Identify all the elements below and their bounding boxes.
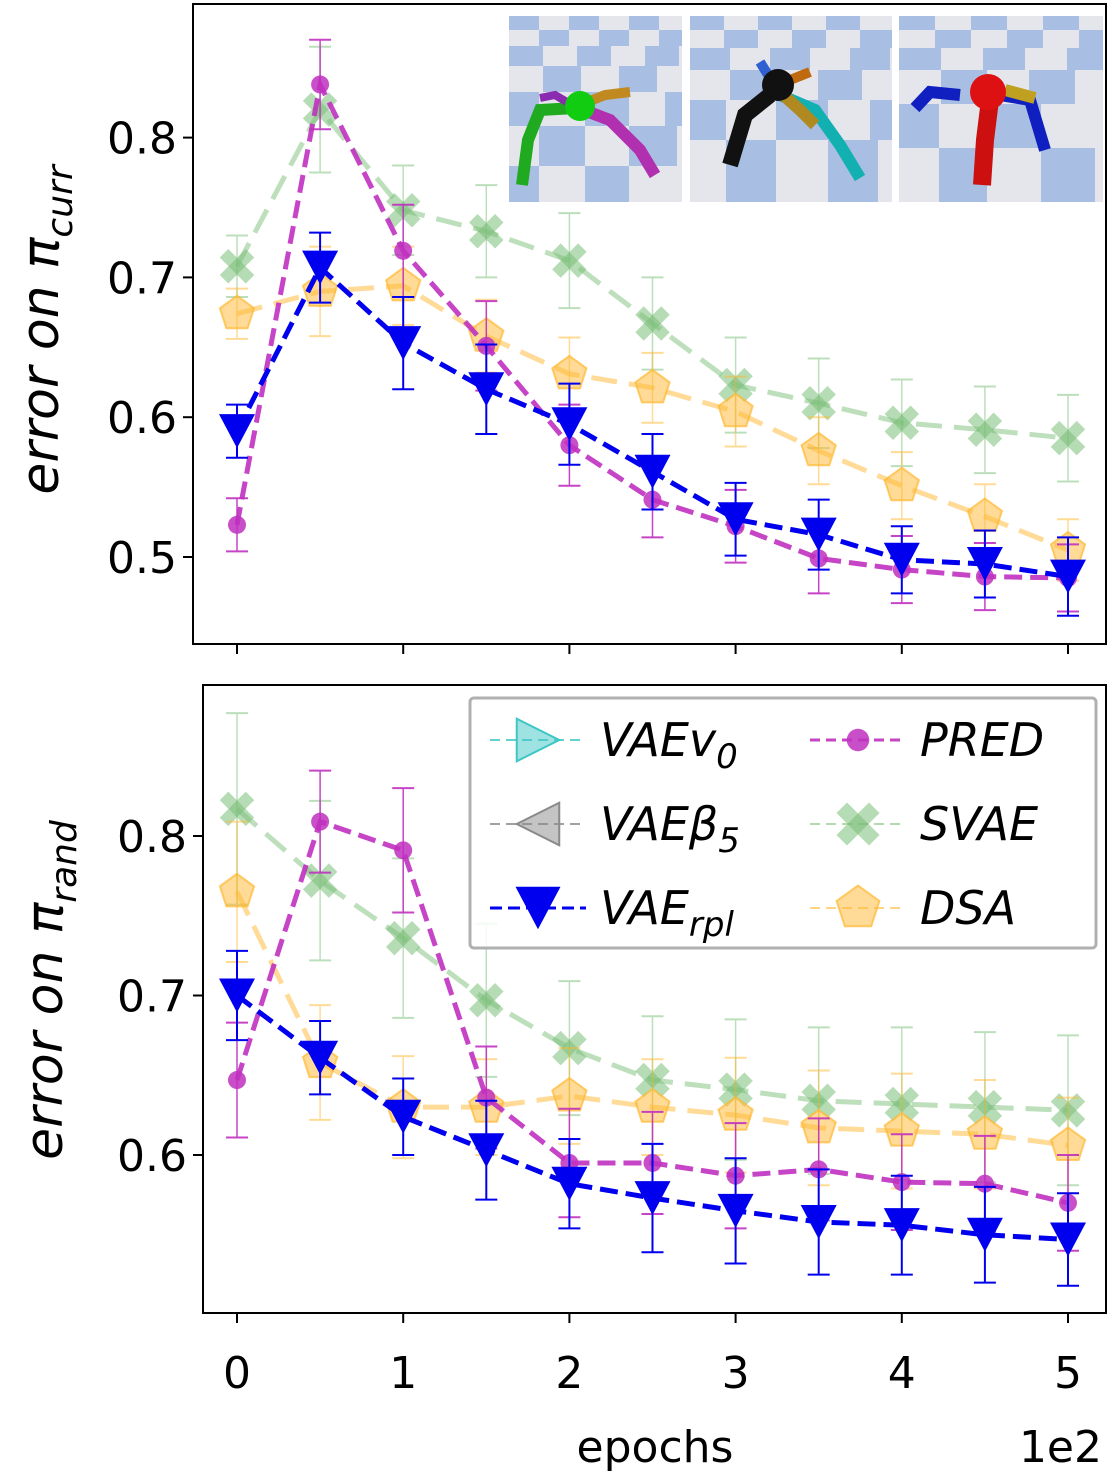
legend-marker-v0 <box>515 717 562 763</box>
data-point-rpl <box>966 1217 1003 1252</box>
data-point-rpl <box>1050 559 1086 594</box>
data-point-dsa <box>800 431 837 467</box>
legend-label-v0: VAEv0 <box>600 713 738 777</box>
data-point-rpl <box>551 1166 588 1201</box>
y-tick-label: 0.7 <box>107 253 177 304</box>
data-point-pred <box>228 1071 246 1090</box>
data-point-rpl <box>800 517 837 552</box>
data-point-rpl <box>385 326 422 361</box>
x-tick-label: 1 <box>389 1348 417 1399</box>
data-point-dsa <box>218 294 256 330</box>
data-point-dsa <box>218 872 256 908</box>
data-point-rpl <box>966 546 1003 581</box>
legend-marker-b5 <box>514 801 561 847</box>
ant-robot-view-3 <box>899 16 1103 202</box>
y-tick-label: 0.8 <box>117 812 187 863</box>
x-axis-offset-text: 1e2 <box>1019 1422 1102 1473</box>
x-tick-label: 4 <box>888 1348 916 1399</box>
x-ticks-bottom: 0 1 2 3 4 5 <box>223 1313 1082 1399</box>
data-point-svae <box>385 920 421 956</box>
legend-marker-svae <box>836 802 880 846</box>
data-point-rpl <box>883 542 920 577</box>
data-point-rpl <box>551 407 588 442</box>
x-tick-label: 0 <box>223 1348 251 1399</box>
data-point-dsa <box>717 392 754 428</box>
data-point-pred <box>394 241 413 260</box>
data-point-rpl <box>219 414 255 449</box>
y-tick-label: 0.5 <box>107 533 177 584</box>
legend-label-pred: PRED <box>920 713 1044 767</box>
data-point-svae <box>635 306 670 341</box>
legend-entry-pred: PRED <box>810 713 1044 767</box>
data-point-svae <box>552 243 587 278</box>
y-ticks-bottom: 0.6 0.7 0.8 <box>117 812 203 1182</box>
series-top <box>218 38 1087 617</box>
data-point-rpl <box>468 372 505 407</box>
data-point-rpl <box>219 978 255 1013</box>
legend: VAEv0 VAEβ5 VAErpl PRED SVAE DSA <box>468 696 1098 950</box>
legend-label-svae: SVAE <box>920 797 1038 851</box>
y-tick-label: 0.6 <box>117 1131 187 1182</box>
series-rpl <box>219 231 1086 617</box>
data-point-rpl <box>302 1040 339 1075</box>
legend-label-b5: VAEβ5 <box>600 797 740 861</box>
data-point-pred <box>477 1088 496 1107</box>
panel-top: 0.5 0.6 0.7 0.8 <box>11 3 1107 654</box>
data-point-rpl <box>883 1208 920 1243</box>
series-dsa <box>218 245 1087 582</box>
legend-entry-dsa: DSA <box>810 881 1016 935</box>
data-point-svae <box>967 412 1003 448</box>
data-point-svae <box>219 791 255 827</box>
data-point-dsa <box>634 368 671 404</box>
data-point-svae <box>219 248 255 284</box>
data-point-rpl <box>634 454 671 489</box>
data-point-pred <box>394 841 413 860</box>
data-point-rpl <box>468 1133 505 1168</box>
legend-marker-rpl <box>515 886 561 930</box>
legend-label-dsa: DSA <box>920 881 1016 935</box>
x-axis-label: epochs <box>577 1422 734 1473</box>
data-point-rpl <box>302 250 339 285</box>
legend-label-rpl: VAErpl <box>600 881 734 945</box>
data-point-pred <box>311 75 330 94</box>
data-point-rpl <box>634 1181 671 1216</box>
legend-marker-pred <box>846 728 870 752</box>
data-point-pred <box>975 1174 994 1193</box>
ant-robot-view-2 <box>690 16 892 202</box>
legend-entry-v0: VAEv0 <box>490 713 738 777</box>
data-point-pred <box>228 515 246 534</box>
data-point-svae <box>1050 420 1086 456</box>
series-bottom <box>218 712 1087 1287</box>
data-point-rpl <box>717 1193 754 1228</box>
data-point-svae <box>884 405 920 441</box>
y-tick-label: 0.7 <box>117 972 187 1023</box>
ant-robot-view-1 <box>509 16 682 202</box>
data-point-svae <box>801 385 836 421</box>
legend-box <box>468 696 1098 950</box>
data-point-pred <box>311 812 330 831</box>
legend-entry-b5: VAEβ5 <box>490 797 740 861</box>
y-axis-label-bottom: error on πrand <box>15 819 85 1160</box>
legend-entry-rpl: VAErpl <box>490 881 734 945</box>
data-point-svae <box>469 214 504 249</box>
data-point-rpl <box>800 1204 837 1239</box>
data-point-svae <box>469 983 504 1018</box>
y-axis-label-top: error on πcurr <box>11 163 81 495</box>
y-tick-label: 0.6 <box>107 393 177 444</box>
y-tick-label: 0.8 <box>107 114 177 165</box>
x-tick-label: 5 <box>1054 1348 1082 1399</box>
data-point-rpl <box>717 502 754 537</box>
x-tick-label: 3 <box>722 1348 750 1399</box>
data-point-rpl <box>385 1099 422 1134</box>
legend-entry-svae: SVAE <box>810 797 1038 851</box>
series-rpl <box>219 949 1086 1287</box>
y-ticks-top: 0.5 0.6 0.7 0.8 <box>107 114 193 584</box>
panel-bottom: 0.6 0.7 0.8 0 1 2 3 4 5 error on πrand epochs 1… <box>15 684 1107 1473</box>
x-tick-label: 2 <box>555 1348 583 1399</box>
x-ticks-top <box>236 644 1069 654</box>
data-point-dsa <box>883 466 921 502</box>
legend-marker-dsa <box>835 884 881 928</box>
data-point-rpl <box>1050 1222 1086 1257</box>
